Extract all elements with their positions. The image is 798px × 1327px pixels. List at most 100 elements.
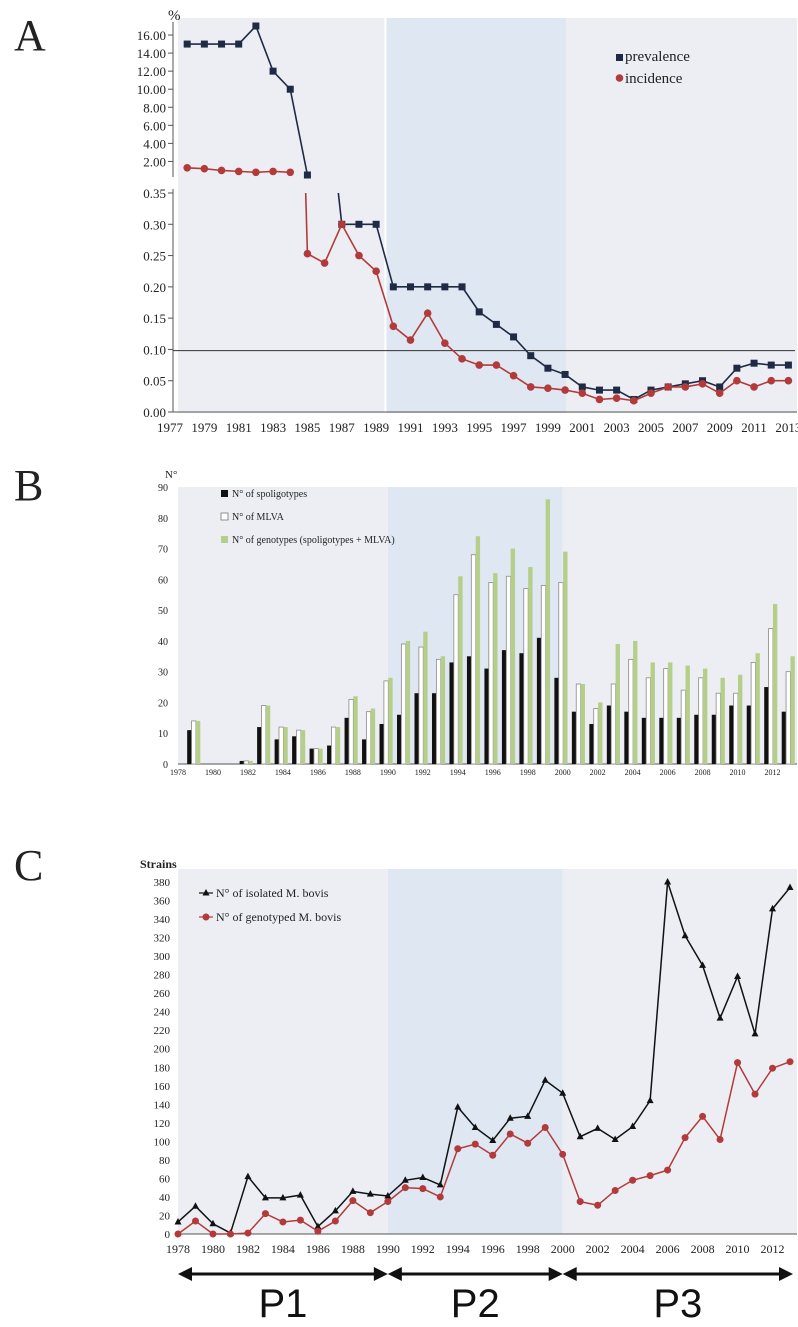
b-legend-spoligotypes-label: N° of spoligotypes bbox=[232, 489, 307, 500]
a-x-tick-label: 1979 bbox=[191, 420, 217, 435]
c-tick-label: 120 bbox=[154, 1118, 171, 1130]
a-x-tick-label: 2005 bbox=[638, 420, 664, 435]
c-isolated-point bbox=[524, 1112, 532, 1119]
b-bar-genotypes bbox=[195, 720, 201, 764]
b-bar-genotypes bbox=[283, 727, 288, 764]
b-bar-genotypes bbox=[650, 662, 655, 764]
a-incidence-point bbox=[681, 383, 690, 391]
b-bar-genotypes bbox=[458, 576, 463, 764]
c-isolated-point bbox=[401, 1176, 409, 1183]
a-prevalence-point bbox=[544, 364, 552, 372]
c-genotyped-point bbox=[751, 1090, 759, 1098]
c-tick-label: 100 bbox=[154, 1136, 171, 1148]
b-bar-genotypes bbox=[772, 603, 778, 764]
c-genotyped-point bbox=[664, 1166, 672, 1174]
b-bar-spoligotypes bbox=[781, 711, 787, 764]
b-bar-spoligotypes bbox=[729, 705, 734, 764]
c-genotyped-point bbox=[646, 1172, 654, 1180]
b-x-tick-label: 1990 bbox=[380, 768, 396, 777]
b-bar-spoligotypes bbox=[414, 693, 419, 764]
a-band-divider bbox=[384, 18, 387, 413]
b-tick-label: 40 bbox=[158, 637, 168, 648]
b-bar-mlva bbox=[610, 683, 616, 765]
c-band-p2 bbox=[387, 869, 563, 1234]
b-bar-genotypes bbox=[493, 573, 498, 764]
a-x-tick-label: 1993 bbox=[432, 420, 458, 435]
c-genotyped-point bbox=[734, 1059, 742, 1067]
period-arrow-head-left bbox=[387, 1267, 402, 1281]
b-bar-genotypes bbox=[353, 696, 358, 764]
a-tick-label: 0.35 bbox=[143, 186, 166, 201]
a-incidence-point bbox=[767, 376, 776, 385]
a-prevalence-point bbox=[716, 383, 724, 391]
b-bar-spoligotypes bbox=[519, 653, 524, 764]
a-x-tick-label: 2003 bbox=[604, 420, 630, 435]
b-bar-mlva bbox=[523, 588, 529, 765]
b-bar-mlva bbox=[278, 726, 284, 765]
a-incidence-point bbox=[406, 336, 415, 344]
a-incidence-point bbox=[647, 389, 655, 398]
b-x-tick-label: 2010 bbox=[730, 768, 746, 777]
c-tick-label: 220 bbox=[154, 1025, 171, 1037]
a-incidence-point bbox=[630, 396, 638, 405]
b-bar-mlva bbox=[768, 628, 774, 765]
a-incidence-point bbox=[733, 376, 741, 385]
b-bar-mlva bbox=[558, 582, 564, 765]
b-x-tick-label: 2000 bbox=[555, 768, 571, 777]
c-isolated-point bbox=[681, 931, 689, 939]
b-bar-mlva bbox=[400, 643, 407, 765]
b-tick-label: 90 bbox=[158, 483, 168, 494]
a-prevalence-point bbox=[492, 320, 500, 328]
c-genotyped-point bbox=[471, 1140, 479, 1148]
a-tick-label: 0.05 bbox=[143, 374, 166, 389]
b-bar-genotypes bbox=[440, 656, 446, 764]
a-upper-tick-label: 8.00 bbox=[143, 100, 166, 115]
period-arrows: P1 P2 P3 bbox=[178, 1267, 793, 1326]
a-incidence-point bbox=[578, 389, 587, 398]
b-bar-spoligotypes bbox=[449, 662, 454, 764]
b-bar-mlva bbox=[680, 689, 686, 765]
b-bar-spoligotypes bbox=[309, 748, 314, 764]
a-upper-tick-label: 10.00 bbox=[137, 82, 166, 97]
a-x-tick-label: 1997 bbox=[501, 420, 528, 435]
a-x-tick-label: 1981 bbox=[226, 420, 252, 435]
a-incidence-break-line bbox=[304, 192, 309, 254]
b-x-tick-label: 1988 bbox=[345, 768, 361, 777]
c-tick-label: 60 bbox=[159, 1173, 171, 1185]
a-incidence-point bbox=[286, 168, 295, 177]
a-incidence-point bbox=[337, 220, 346, 229]
b-bar-mlva bbox=[593, 708, 599, 765]
b-bar-mlva bbox=[243, 760, 249, 765]
a-tick-label: 0.25 bbox=[143, 249, 166, 264]
c-isolated-point bbox=[314, 1222, 322, 1230]
a-x-tick-label: 2009 bbox=[707, 420, 733, 435]
a-x-tick-label: 1983 bbox=[260, 420, 286, 435]
a-incidence-point bbox=[715, 389, 724, 398]
c-x-tick-label: 1994 bbox=[446, 1242, 470, 1256]
b-tick-label: 50 bbox=[158, 606, 168, 617]
a-upper-tick-label: 12.00 bbox=[137, 64, 166, 79]
c-genotyped-point bbox=[541, 1123, 549, 1131]
c-genotyped-point bbox=[296, 1216, 304, 1224]
a-prevalence-point bbox=[406, 283, 414, 291]
c-isolated-point bbox=[331, 1206, 339, 1214]
a-prevalence-point bbox=[235, 40, 243, 48]
a-prevalence-point bbox=[578, 383, 586, 391]
a-incidence-point bbox=[269, 167, 277, 176]
b-bar-mlva bbox=[418, 646, 424, 765]
c-genotyped-point bbox=[524, 1139, 532, 1147]
c-x-tick-label: 2008 bbox=[691, 1242, 715, 1256]
a-prevalence-point bbox=[561, 370, 569, 378]
b-bar-genotypes bbox=[423, 631, 428, 764]
a-incidence-point bbox=[234, 167, 243, 176]
a-band-p3 bbox=[565, 18, 797, 413]
c-tick-label: 0 bbox=[165, 1229, 171, 1241]
b-bar-mlva bbox=[505, 575, 512, 765]
a-incidence-point bbox=[509, 371, 518, 380]
b-bar-spoligotypes bbox=[484, 668, 489, 764]
a-upper-tick-label: 16.00 bbox=[137, 28, 166, 43]
b-bar-genotypes bbox=[510, 548, 516, 764]
a-prevalence-point bbox=[527, 352, 535, 360]
a-prevalence-point bbox=[303, 171, 311, 179]
b-bar-spoligotypes bbox=[746, 705, 752, 764]
